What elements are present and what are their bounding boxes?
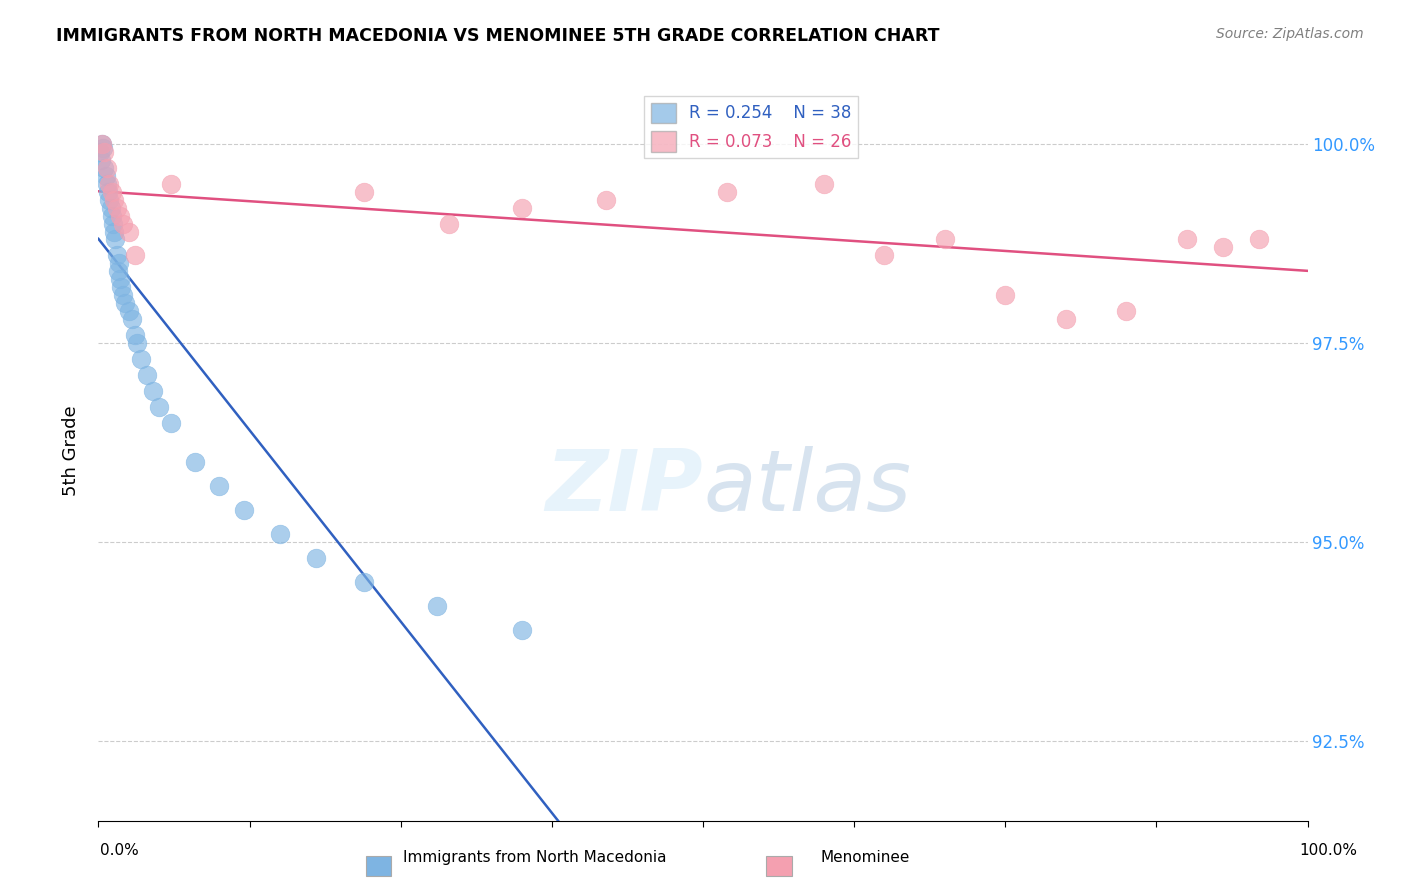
Point	[716, 185, 738, 199]
Point	[96, 161, 118, 175]
Point	[118, 225, 141, 239]
Point	[1249, 232, 1271, 246]
Point	[93, 161, 115, 175]
Point	[118, 304, 141, 318]
Text: Source: ZipAtlas.com: Source: ZipAtlas.com	[1216, 27, 1364, 41]
Point	[108, 272, 131, 286]
Point	[510, 623, 533, 637]
Point	[595, 193, 617, 207]
Point	[160, 416, 183, 430]
Point	[1054, 312, 1077, 326]
Point	[135, 368, 157, 382]
Point	[148, 400, 170, 414]
Point	[184, 455, 207, 469]
Point	[108, 209, 131, 223]
Point	[1115, 304, 1137, 318]
Text: Menominee: Menominee	[820, 850, 910, 865]
Text: 100.0%: 100.0%	[1299, 843, 1358, 858]
Point	[101, 217, 124, 231]
Point	[108, 256, 131, 270]
Point	[353, 185, 375, 199]
Y-axis label: 5th Grade: 5th Grade	[62, 405, 80, 496]
Point	[105, 201, 128, 215]
Point	[124, 328, 146, 343]
Point	[114, 296, 136, 310]
Point	[232, 503, 254, 517]
Point	[100, 185, 122, 199]
Point	[94, 169, 117, 183]
Point	[90, 153, 112, 167]
Point	[208, 479, 231, 493]
Point	[100, 201, 122, 215]
Point	[100, 209, 122, 223]
Point	[110, 280, 132, 294]
Text: atlas: atlas	[703, 446, 911, 529]
Point	[437, 217, 460, 231]
Point	[127, 336, 149, 351]
Point	[97, 185, 120, 199]
Text: 0.0%: 0.0%	[100, 843, 139, 858]
Point	[510, 201, 533, 215]
Text: IMMIGRANTS FROM NORTH MACEDONIA VS MENOMINEE 5TH GRADE CORRELATION CHART: IMMIGRANTS FROM NORTH MACEDONIA VS MENOM…	[56, 27, 939, 45]
Point	[426, 599, 449, 613]
Point	[873, 248, 896, 262]
Point	[96, 177, 118, 191]
Point	[93, 145, 115, 159]
Point	[934, 232, 956, 246]
Point	[91, 136, 114, 151]
Point	[142, 384, 165, 398]
Point	[98, 177, 121, 191]
Point	[124, 248, 146, 262]
Point	[103, 225, 125, 239]
Point	[129, 351, 152, 366]
Point	[121, 312, 143, 326]
Legend: R = 0.254    N = 38, R = 0.073    N = 26: R = 0.254 N = 38, R = 0.073 N = 26	[644, 96, 859, 159]
Point	[160, 177, 183, 191]
Point	[994, 288, 1017, 302]
Point	[813, 177, 835, 191]
Point	[89, 145, 111, 159]
Point	[1212, 240, 1234, 254]
Point	[353, 574, 375, 589]
Text: Immigrants from North Macedonia: Immigrants from North Macedonia	[402, 850, 666, 865]
Text: ZIP: ZIP	[546, 446, 703, 529]
Point	[111, 288, 134, 302]
Point	[305, 550, 328, 565]
Point	[91, 136, 114, 151]
Point	[107, 264, 129, 278]
Point	[103, 193, 125, 207]
Point	[1175, 232, 1198, 246]
Point	[105, 248, 128, 262]
Point	[98, 193, 121, 207]
Point	[104, 232, 127, 246]
Point	[269, 527, 291, 541]
Point	[91, 141, 114, 155]
Point	[111, 217, 134, 231]
